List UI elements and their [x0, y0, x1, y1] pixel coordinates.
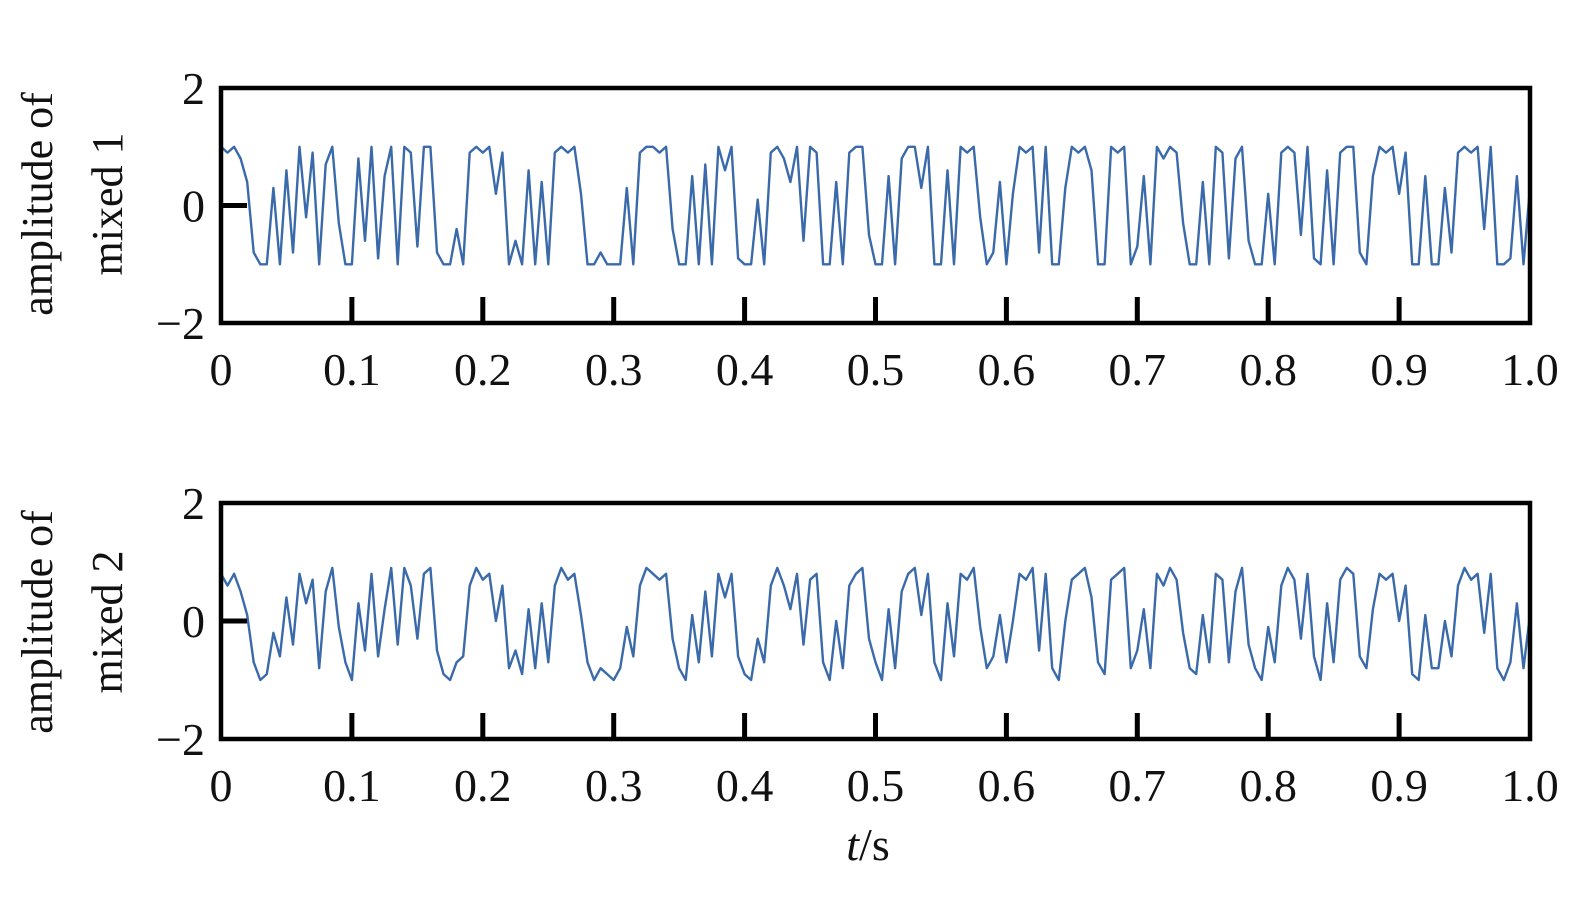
- x-tick-label: 0.9: [1370, 344, 1428, 395]
- y-axis-label-line-2: mixed 2: [83, 551, 132, 694]
- x-tick-label: 0.1: [323, 760, 381, 811]
- y-tick-label: 0: [182, 181, 205, 232]
- panel-mixed-1: amplitude of mixed 1 0 0.1 0.2 0.3 0.4 0.5 0.6…: [13, 63, 1559, 395]
- x-tick-label: 0: [210, 344, 233, 395]
- x-tick-label: 1.0: [1501, 344, 1559, 395]
- plot-frame: [218, 500, 1533, 742]
- x-tick-label: 0.2: [454, 344, 512, 395]
- x-tick-label: 0.9: [1370, 760, 1428, 811]
- x-tick-label: 0.6: [978, 760, 1036, 811]
- x-tick-label: 0.5: [847, 760, 905, 811]
- x-tick-label: 0.5: [847, 344, 905, 395]
- series-line-1: [220, 145, 1532, 266]
- x-tick-label: 0.8: [1239, 344, 1297, 395]
- x-tick-label: 0.7: [1109, 344, 1167, 395]
- x-tick-label: 1.0: [1501, 760, 1559, 811]
- y-axis-label-line-1: amplitude of: [13, 510, 62, 734]
- x-tick-label: 0.1: [323, 344, 381, 395]
- x-axis-label-variable: t: [846, 819, 860, 870]
- panel-mixed-2: amplitude of mixed 2 0 0.1 0.2 0.3 0.4 0.5 0.6…: [13, 478, 1559, 811]
- x-tick-label: 0.4: [716, 344, 774, 395]
- x-tick-label: 0.4: [716, 760, 774, 811]
- x-tick-label: 0.3: [585, 760, 643, 811]
- y-tick-label: 0: [182, 596, 205, 647]
- x-tick-label: 0.2: [454, 760, 512, 811]
- y-axis-label-line-1: amplitude of: [13, 92, 62, 316]
- y-tick-label: 2: [182, 478, 205, 529]
- x-axis-label-unit: /s: [859, 819, 890, 870]
- y-tick-label: −2: [156, 298, 205, 349]
- y-tick-label: 2: [182, 63, 205, 114]
- x-tick-label: 0.3: [585, 344, 643, 395]
- series-line-1: [219, 566, 1532, 682]
- y-tick-label: −2: [156, 714, 205, 765]
- plot-frame: [218, 85, 1533, 326]
- x-tick-label: 0: [210, 760, 233, 811]
- x-tick-label: 0.8: [1239, 760, 1297, 811]
- x-tick-label: 0.7: [1109, 760, 1167, 811]
- y-axis-label-line-2: mixed 1: [83, 133, 132, 276]
- x-tick-label: 0.6: [978, 344, 1036, 395]
- x-axis-label: t/s: [846, 819, 889, 870]
